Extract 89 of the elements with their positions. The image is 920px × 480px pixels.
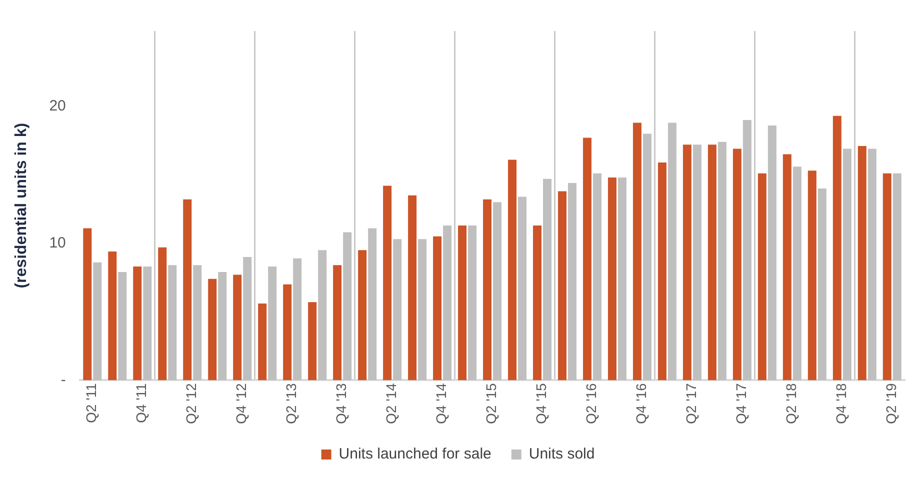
bar [892,173,902,380]
bar [568,183,576,380]
bar [118,272,127,380]
x-tick-label: Q4 '17 [733,382,750,424]
bar [493,202,502,380]
x-tick-label: Q2 '15 [483,382,500,424]
bar [233,274,242,380]
bar [858,146,866,380]
bar [368,228,377,380]
bar [443,225,452,380]
bar [558,191,566,380]
bar [842,148,852,380]
bar [193,265,202,380]
x-tick-label: Q4 '13 [333,382,350,424]
bar [183,199,192,380]
bar [383,186,392,380]
y-tick-label: 20 [49,97,66,114]
bar [343,232,352,380]
bar [832,116,842,380]
bar [508,160,517,380]
x-tick-label: Q2 '11 [83,382,100,423]
bar [158,247,167,380]
bar [243,256,252,380]
bar [618,178,626,380]
bar [433,236,442,380]
bar [468,225,477,380]
bar [318,250,327,380]
x-tick-label: Q2 '19 [883,382,899,424]
x-tick-label: Q2 '18 [783,382,800,424]
bar [882,173,892,380]
bar [83,228,92,380]
x-tick-label: Q4 '18 [833,382,850,424]
bar [333,265,342,380]
bar [642,134,652,380]
bar [758,173,766,380]
bar [768,125,776,380]
bar [708,144,716,380]
bar [668,122,676,380]
bar [408,195,417,380]
x-tick-label: Q4 '16 [633,382,650,424]
bar [692,144,702,380]
x-tick-label: Q4 '11 [133,382,150,423]
bar [93,262,102,380]
bar [742,120,752,380]
bar [782,154,792,380]
x-tick-label: Q2 '12 [183,382,200,424]
bar [608,178,616,380]
bar [168,265,177,380]
bar [133,266,142,380]
bar [518,196,526,380]
x-tick-label: Q4 '15 [533,382,550,424]
bar [293,258,302,380]
bar [582,138,592,380]
bar [533,225,542,380]
x-tick-label: Q4 '12 [233,382,250,424]
bar [218,272,227,380]
bar [283,284,292,380]
legend-label: Units launched for sale [338,446,492,463]
bar [868,148,876,380]
bar [418,239,427,380]
bar [658,162,666,380]
bar [308,302,317,380]
bar [393,239,402,380]
bar [483,199,492,380]
bar [718,142,726,380]
bar [458,225,467,380]
x-tick-label: Q2 '16 [583,382,600,424]
y-tick-label: 10 [49,234,66,252]
bar [732,148,742,380]
y-tick-label: - [60,371,66,388]
bar [682,144,692,380]
y-axis-title: (residential units in k) [13,122,30,288]
bar [143,266,152,380]
bar [808,170,816,380]
bar [792,166,802,380]
bar [108,251,117,380]
bar [208,278,217,380]
legend-label: Units sold [528,446,595,463]
bar [542,178,552,380]
bar [268,266,277,380]
x-tick-label: Q2 '13 [283,382,300,424]
bar [258,304,267,380]
bar [358,250,367,380]
x-tick-label: Q2 '14 [383,382,400,424]
bar [592,173,602,380]
bar [632,122,642,380]
x-tick-label: Q4 '14 [433,382,450,424]
bar [818,188,826,380]
x-tick-label: Q2 '17 [683,382,700,424]
